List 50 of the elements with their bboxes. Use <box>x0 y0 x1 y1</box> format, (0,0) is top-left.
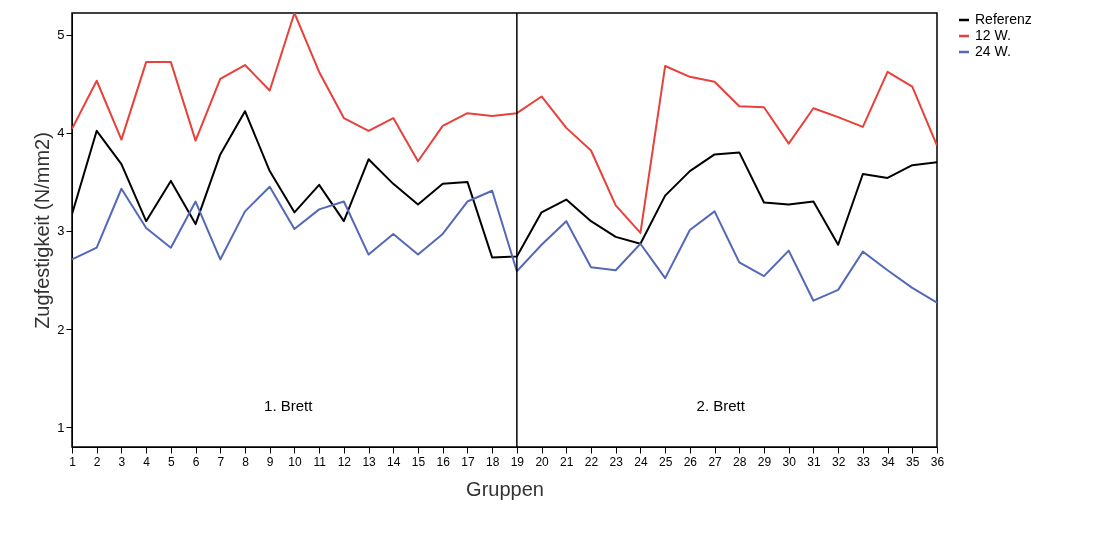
y-tick-label: 3 <box>57 223 65 239</box>
x-tick-label: 2 <box>93 454 101 469</box>
x-tick-label: 23 <box>609 454 624 469</box>
x-axis-title: Gruppen <box>466 477 544 500</box>
line-series <box>72 13 937 234</box>
x-tick-label: 31 <box>807 454 821 469</box>
x-tick-label: 11 <box>313 454 327 469</box>
x-tick-label: 34 <box>881 454 896 469</box>
x-tick-label: 24 <box>634 454 648 469</box>
x-tick-label: 27 <box>708 454 723 469</box>
x-tick-label: 14 <box>387 454 401 469</box>
x-tick-label: 10 <box>288 454 302 469</box>
x-tick-label: 33 <box>856 454 871 469</box>
x-tick-label: 20 <box>535 454 550 469</box>
x-tick-label: 35 <box>906 454 920 469</box>
legend-label: 12 W. <box>975 27 1011 43</box>
x-tick-label: 8 <box>242 454 250 469</box>
x-tick-label: 3 <box>118 454 126 469</box>
y-tick-label: 2 <box>57 321 65 337</box>
x-tick-label: 26 <box>683 454 698 469</box>
x-tick-label: 22 <box>584 454 599 469</box>
legend-label: 24 W. <box>975 43 1011 59</box>
x-tick-label: 16 <box>436 454 451 469</box>
x-tick-label: 6 <box>192 454 200 469</box>
x-tick-label: 28 <box>733 454 747 469</box>
y-tick-label: 5 <box>57 27 65 43</box>
y-axis-title: Zugfestigkeit (N/mm2) <box>31 132 54 329</box>
y-tick-label: 1 <box>57 419 65 435</box>
x-tick-label: 13 <box>362 454 377 469</box>
annotation: 2. Brett <box>696 396 746 414</box>
y-tick-label: 4 <box>57 125 65 141</box>
x-tick-label: 4 <box>143 454 151 469</box>
x-tick-label: 19 <box>510 454 525 469</box>
x-tick-label: 17 <box>461 454 475 469</box>
x-tick-label: 9 <box>266 454 274 469</box>
x-tick-label: 32 <box>831 454 846 469</box>
x-tick-label: 29 <box>757 454 772 469</box>
x-tick-label: 1 <box>69 454 77 469</box>
x-tick-label: 15 <box>411 454 426 469</box>
line-series <box>72 185 937 304</box>
x-tick-label: 5 <box>168 454 176 469</box>
x-tick-label: 25 <box>658 454 673 469</box>
x-tick-label: 7 <box>217 454 225 469</box>
x-tick-label: 21 <box>560 454 574 469</box>
x-tick-label: 18 <box>485 454 500 469</box>
x-tick-label: 12 <box>337 454 352 469</box>
x-tick-label: 30 <box>782 454 797 469</box>
x-tick-label: 36 <box>930 454 945 469</box>
legend-label: Referenz <box>975 11 1032 27</box>
annotation: 1. Brett <box>264 396 314 414</box>
